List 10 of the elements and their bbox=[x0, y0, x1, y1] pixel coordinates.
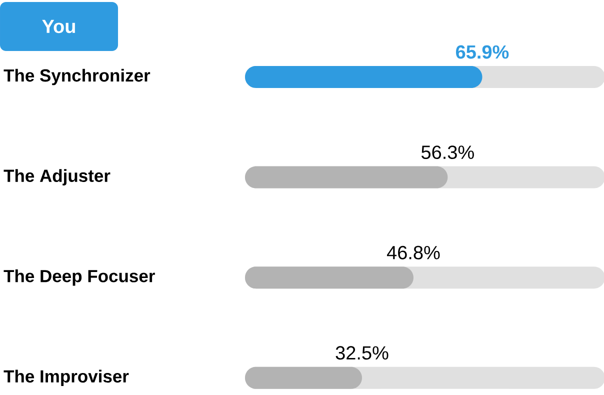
bar bbox=[245, 366, 362, 389]
data-label: 46.8% bbox=[386, 246, 440, 260]
data-label: 56.3% bbox=[421, 146, 474, 160]
text: You bbox=[42, 20, 75, 34]
y-tick-label: The Adjuster bbox=[4, 169, 110, 186]
data-label: 65.9% bbox=[456, 45, 509, 59]
y-tick-label: The Deep Focuser bbox=[4, 269, 155, 286]
y-tick-label: The Improviser bbox=[4, 370, 129, 386]
y-tick-label: The Synchronizer bbox=[4, 68, 150, 86]
data-label: 32.5% bbox=[336, 346, 388, 360]
